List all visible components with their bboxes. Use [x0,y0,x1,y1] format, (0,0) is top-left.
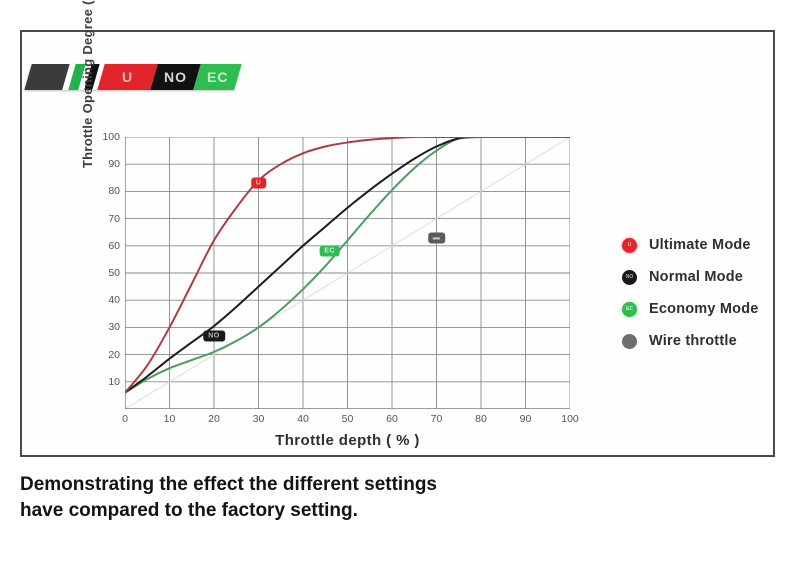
y-tick-90: 90 [108,158,120,171]
curve-layer [125,137,570,409]
x-tick-0: 0 [122,413,128,425]
banner-seg-text-7: NO [163,69,187,85]
plot-svg [125,137,570,409]
x-tick-60: 60 [386,413,398,425]
plot-area: 10 20 30 40 50 60 70 80 90 100 0 10 20 30 40 50 60 70 80 9… [102,131,578,425]
curve-wire [125,137,570,409]
y-tick-40: 40 [108,294,120,307]
x-tick-30: 30 [252,413,265,425]
brand-banner: U NO EC [24,64,242,90]
x-tick-50: 50 [341,413,354,425]
chart-legend: U Ultimate Mode NO Normal Mode EC Economy Mod… [622,237,759,365]
y-tick-100: 100 [102,131,120,143]
y-tick-10: 10 [108,375,120,388]
legend-dot-icon: EC [622,301,637,317]
legend-item-3[interactable]: Wire throttle [622,333,759,349]
x-tick-100: 100 [561,413,579,425]
curve-marker-normal: NO [203,330,225,342]
figure-caption: Demonstrating the effect the different s… [20,472,760,523]
x-tick-70: 70 [430,413,443,425]
x-tick-20: 20 [208,413,220,425]
legend-dot-icon [622,333,637,349]
throttle-response-chart: Throttle Opening Degree ( % ) 10 20 30 40 50… [80,0,590,449]
legend-item-2[interactable]: EC Economy Mode [622,301,759,317]
y-axis-label: Throttle Opening Degree ( % ) [80,0,95,169]
banner-block-ec: EC [193,64,242,90]
curve-economy [125,137,570,394]
figure-frame: U NO EC Throttle Opening Degree ( % ) 10… [20,0,775,457]
x-tick-40: 40 [297,413,309,425]
legend-dot-icon: NO [622,269,637,285]
y-tick-60: 60 [108,239,120,252]
curve-marker-ultimate: U [250,177,267,189]
x-axis-label: Throttle depth ( % ) [275,432,420,449]
legend-item-1[interactable]: NO Normal Mode [622,269,759,285]
curve-ultimate [125,137,570,394]
y-tick-20: 20 [108,348,120,361]
x-tick-80: 80 [475,413,487,425]
curve-marker-wire: ▬ [427,232,446,244]
y-tick-70: 70 [108,212,120,225]
legend-dot-icon: U [622,237,637,253]
banner-seg-text-8: EC [206,69,229,85]
caption-line-1: Demonstrating the effect the different s… [20,474,437,495]
legend-label: Wire throttle [649,333,737,349]
y-tick-50: 50 [108,267,120,279]
curve-marker-economy: EC [319,245,341,257]
legend-label: Ultimate Mode [649,237,751,253]
y-tick-30: 30 [108,321,120,334]
x-tick-90: 90 [519,413,532,425]
legend-label: Normal Mode [649,269,744,285]
y-tick-80: 80 [108,185,120,198]
banner-seg-text-6: U [121,69,133,85]
x-tick-10: 10 [163,413,176,425]
legend-label: Economy Mode [649,301,759,317]
legend-item-0[interactable]: U Ultimate Mode [622,237,759,253]
caption-line-2: have compared to the factory setting. [20,499,358,521]
banner-block-u: U [97,64,158,90]
curve-normal [125,137,570,394]
